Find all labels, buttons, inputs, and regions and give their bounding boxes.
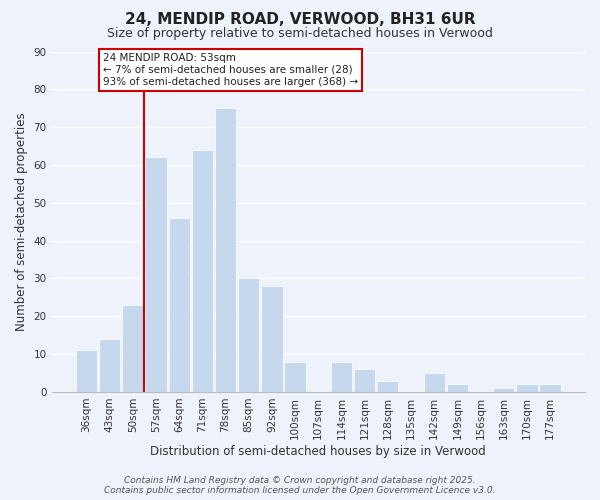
- Bar: [169, 218, 190, 392]
- Bar: [238, 278, 259, 392]
- Text: 24, MENDIP ROAD, VERWOOD, BH31 6UR: 24, MENDIP ROAD, VERWOOD, BH31 6UR: [125, 12, 475, 28]
- Text: Size of property relative to semi-detached houses in Verwood: Size of property relative to semi-detach…: [107, 28, 493, 40]
- Bar: [261, 286, 283, 392]
- Bar: [331, 362, 352, 392]
- Bar: [145, 158, 167, 392]
- Bar: [424, 373, 445, 392]
- Bar: [377, 380, 398, 392]
- Bar: [446, 384, 468, 392]
- Bar: [493, 388, 514, 392]
- Bar: [539, 384, 561, 392]
- Bar: [516, 384, 538, 392]
- Text: Contains HM Land Registry data © Crown copyright and database right 2025.
Contai: Contains HM Land Registry data © Crown c…: [104, 476, 496, 495]
- Bar: [284, 362, 306, 392]
- Bar: [122, 305, 143, 392]
- X-axis label: Distribution of semi-detached houses by size in Verwood: Distribution of semi-detached houses by …: [151, 444, 486, 458]
- Bar: [76, 350, 97, 392]
- Bar: [215, 108, 236, 392]
- Bar: [99, 339, 120, 392]
- Text: 24 MENDIP ROAD: 53sqm
← 7% of semi-detached houses are smaller (28)
93% of semi-: 24 MENDIP ROAD: 53sqm ← 7% of semi-detac…: [103, 54, 358, 86]
- Bar: [354, 370, 375, 392]
- Bar: [191, 150, 213, 392]
- Y-axis label: Number of semi-detached properties: Number of semi-detached properties: [15, 112, 28, 331]
